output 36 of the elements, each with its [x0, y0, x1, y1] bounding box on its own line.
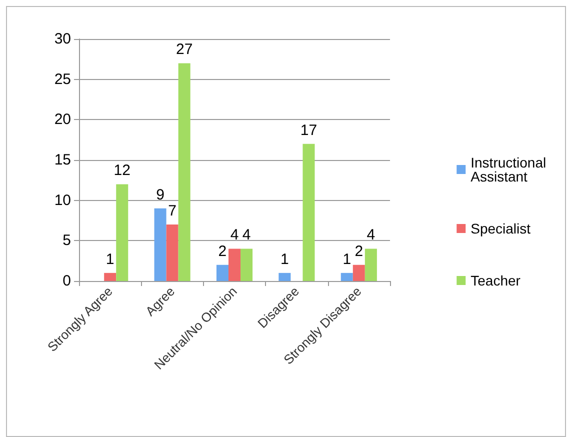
data-label: 4 — [230, 226, 239, 244]
legend-label: Instructional Assistant — [470, 154, 550, 184]
data-label: 2 — [218, 242, 227, 260]
data-label: 9 — [156, 186, 164, 204]
bar — [104, 272, 116, 281]
bar — [116, 184, 128, 281]
bar — [178, 63, 190, 281]
y-tick-label: 30 — [54, 30, 71, 48]
data-label: 4 — [242, 226, 251, 244]
data-label: 1 — [280, 250, 289, 268]
y-tick-label: 15 — [54, 152, 71, 168]
y-tick-label: 10 — [54, 192, 71, 209]
bar — [340, 272, 353, 281]
legend-label: Teacher — [470, 272, 521, 288]
bar — [278, 272, 291, 281]
data-label: 4 — [366, 226, 376, 244]
bar — [154, 208, 166, 281]
y-tick-label: 5 — [62, 232, 71, 250]
y-tick-label: 0 — [62, 272, 71, 290]
bar — [364, 248, 377, 281]
bar — [166, 224, 178, 281]
y-tick-label: 20 — [54, 111, 71, 128]
data-label: 7 — [168, 202, 176, 220]
bar — [302, 144, 315, 281]
bar — [228, 248, 241, 281]
bar — [240, 248, 253, 281]
y-tick-label: 25 — [54, 70, 71, 88]
data-label: 12 — [114, 162, 130, 180]
legend-label: Specialist — [470, 220, 531, 236]
bar — [216, 264, 228, 281]
data-label: 27 — [176, 41, 193, 58]
data-label: 1 — [106, 250, 114, 268]
data-label: 1 — [342, 250, 352, 268]
data-label: 2 — [354, 242, 364, 260]
bar — [352, 264, 365, 281]
data-label: 17 — [300, 122, 318, 139]
